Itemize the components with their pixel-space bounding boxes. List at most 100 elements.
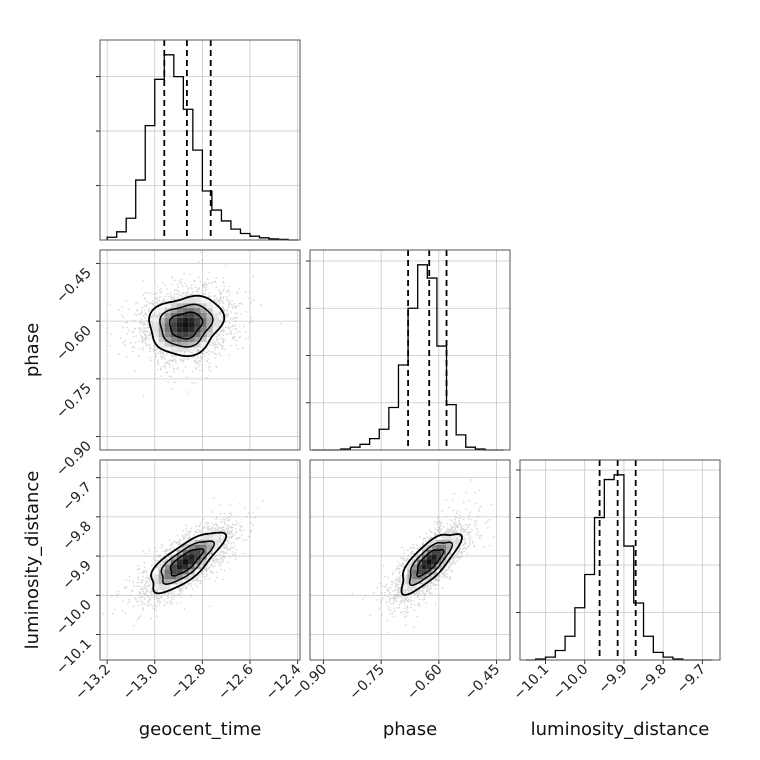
density-cell	[212, 534, 219, 540]
y-axis-label-luminosity_distance: luminosity_distance	[22, 471, 43, 650]
density-cell	[170, 584, 177, 590]
density-cell	[176, 559, 183, 565]
contour-line	[150, 531, 228, 595]
density-cell	[164, 322, 171, 328]
panel-frame	[519, 459, 721, 661]
density-cell	[176, 322, 183, 328]
scatter-panel-geocent_time-vs-luminosity_distance	[96, 459, 301, 664]
density-cell	[431, 544, 437, 550]
density-cell	[212, 312, 219, 318]
density-cell	[164, 579, 171, 585]
density-cell	[200, 554, 207, 560]
histogram-step	[311, 264, 505, 451]
density-cell	[436, 559, 442, 565]
density-cell	[182, 554, 189, 560]
histogram-panel-geocent_time	[96, 39, 301, 241]
density-cell	[170, 574, 177, 580]
density-cell	[170, 346, 177, 352]
density-cell	[170, 569, 177, 575]
density-cell	[194, 337, 201, 342]
density-cell	[176, 327, 183, 333]
density-cell	[451, 534, 456, 540]
contour-line	[400, 533, 463, 596]
density-cell	[436, 534, 442, 540]
density-cell	[152, 322, 159, 328]
density-cell	[426, 559, 432, 565]
density-cell	[182, 298, 189, 304]
panel-frame	[99, 459, 301, 661]
x-tick-label: −12.8	[168, 662, 210, 704]
contour-line	[160, 540, 215, 585]
density-cell	[182, 341, 189, 347]
density-cell	[188, 332, 195, 338]
x-tick-label: −0.45	[462, 662, 504, 704]
density-cell	[158, 332, 165, 338]
x-tick-label: −12.6	[215, 661, 257, 703]
density-cell	[194, 298, 201, 304]
histogram-step	[525, 474, 713, 661]
density-cell	[164, 332, 171, 338]
density-cell	[176, 569, 183, 575]
contour-line	[408, 541, 454, 587]
density-cell	[206, 312, 213, 318]
density-cell	[188, 317, 195, 323]
density-cell	[206, 539, 213, 545]
x-tick-label: −13.0	[120, 662, 162, 704]
density-cell	[170, 322, 177, 328]
density-cell	[176, 564, 183, 570]
density-cell	[152, 337, 159, 342]
density-cell	[431, 559, 437, 565]
contour-line	[169, 548, 205, 577]
density-cell	[200, 341, 207, 347]
density-cell	[412, 579, 418, 585]
density-cell	[170, 327, 177, 333]
density-cell	[412, 584, 418, 590]
y-tick-label: −9.8	[59, 518, 94, 553]
density-cell	[206, 534, 213, 540]
density-cell	[188, 298, 195, 304]
density-cell	[170, 312, 177, 318]
density-cell	[206, 544, 213, 550]
density-cell	[164, 303, 171, 309]
density-cell	[426, 564, 432, 570]
density-cell	[431, 549, 437, 555]
density-cell	[200, 327, 207, 333]
density-cell	[152, 332, 159, 338]
density-cell	[176, 308, 183, 313]
density-cell	[182, 332, 189, 338]
density-cell	[176, 337, 183, 342]
density-cell	[176, 332, 183, 338]
density-cell	[200, 312, 207, 318]
density-cell	[158, 564, 165, 570]
density-cell	[200, 308, 207, 313]
density-cell	[200, 322, 207, 328]
density-cell	[188, 303, 195, 309]
density-cell	[188, 346, 195, 352]
y-tick-label: −10.0	[53, 597, 95, 639]
density-cell	[170, 317, 177, 323]
histogram-panel-phase	[306, 249, 511, 451]
density-cell	[446, 534, 452, 540]
density-cell	[212, 544, 219, 550]
density-cell	[436, 544, 442, 550]
x-axis-label-phase: phase	[383, 719, 437, 740]
panel-frame	[309, 249, 511, 451]
x-tick-label: −0.60	[404, 662, 446, 704]
density-cell	[426, 574, 432, 580]
y-axis-label-phase: phase	[22, 323, 43, 377]
density-cell	[182, 559, 189, 565]
density-cell	[402, 574, 408, 580]
density-cell	[176, 341, 183, 347]
histogram-step	[106, 54, 298, 241]
density-cell	[152, 584, 159, 590]
density-cell	[417, 569, 422, 575]
contour-line	[168, 311, 204, 340]
density-cell	[194, 544, 201, 550]
density-cell	[206, 322, 213, 328]
density-cell	[158, 337, 165, 342]
density-cell	[194, 534, 201, 540]
contour-line	[159, 303, 214, 348]
density-cell	[194, 332, 201, 338]
y-tick-label: −0.45	[53, 265, 95, 307]
density-cell	[188, 308, 195, 313]
